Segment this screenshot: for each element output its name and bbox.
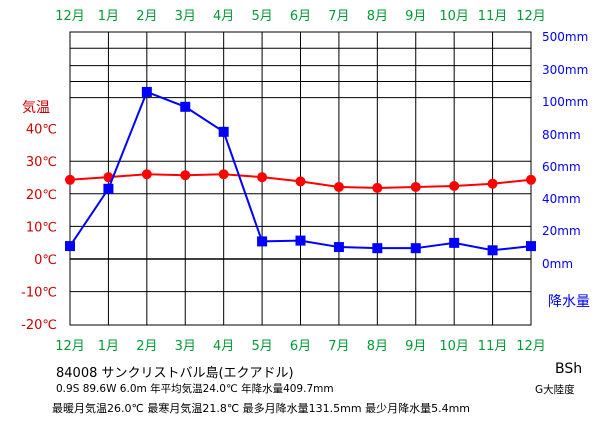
month-label: 8月	[367, 9, 388, 24]
koppen-code: BSh	[555, 361, 583, 377]
precipitation-tick-label: 500mm	[542, 30, 588, 44]
precipitation-tick-label: 20mm	[542, 224, 581, 238]
temperature-point	[372, 182, 383, 193]
month-label: 11月	[478, 339, 508, 354]
month-label: 12月	[516, 339, 546, 354]
temperature-point	[218, 169, 229, 180]
temperature-point	[180, 170, 191, 181]
station-name: 84008 サンクリストバル島(エクアドル)	[56, 366, 294, 381]
month-label: 4月	[213, 339, 234, 354]
month-label: 11月	[478, 9, 508, 24]
temperature-axis-ticks: 40℃ 30℃ 20℃ 10℃ 0℃ -10℃ -20℃	[21, 123, 57, 334]
month-label: 6月	[290, 9, 311, 24]
month-label: 12月	[55, 9, 85, 24]
temperature-point	[449, 180, 460, 191]
precipitation-axis-label: 降水量	[548, 294, 590, 310]
temperature-point	[487, 178, 498, 189]
month-label: 1月	[98, 9, 119, 24]
precipitation-point	[141, 86, 152, 97]
precipitation-tick-label: 80mm	[542, 128, 581, 142]
temperature-point	[410, 181, 421, 192]
temperature-tick-label: 10℃	[26, 220, 57, 235]
month-label: 4月	[213, 9, 234, 24]
month-label: 12月	[55, 339, 85, 354]
precipitation-point	[372, 243, 383, 254]
temperature-point	[526, 174, 536, 185]
precipitation-point	[449, 237, 460, 248]
temperature-tick-label: -20℃	[21, 318, 57, 333]
temperature-tick-label: -10℃	[21, 286, 57, 301]
precipitation-tick-label: 100mm	[542, 95, 588, 109]
month-label: 2月	[136, 9, 157, 24]
temperature-point	[295, 176, 306, 187]
month-label: 3月	[175, 339, 196, 354]
temperature-point	[65, 174, 75, 185]
station-stats-line1: 0.9S 89.6W 6.0m 年平均気温24.0℃ 年降水量409.7mm	[56, 383, 334, 395]
precipitation-tick-label: 300mm	[542, 63, 588, 77]
month-label: 3月	[175, 9, 196, 24]
month-label: 5月	[251, 339, 272, 354]
temperature-tick-label: 0℃	[34, 253, 57, 268]
temperature-point	[141, 169, 152, 180]
precipitation-point	[526, 241, 536, 252]
month-label: 10月	[439, 339, 469, 354]
temperature-point	[257, 172, 268, 183]
month-label: 2月	[136, 339, 157, 354]
temperature-axis-label: 気温	[22, 100, 50, 116]
climate-chart: 12月 1月 2月 3月 4月 5月 6月 7月 8月 9月 10月 11月 12月 12月 1月 2月 3月…	[21, 9, 590, 354]
month-label: 10月	[439, 9, 469, 24]
temperature-point	[103, 172, 114, 183]
precipitation-tick-label: 0mm	[542, 257, 573, 271]
precipitation-axis-ticks: 500mm 300mm 100mm 80mm 60mm 40mm 20mm 0mm	[542, 30, 588, 271]
top-month-labels: 12月 1月 2月 3月 4月 5月 6月 7月 8月 9月 10月 11月 12月	[55, 9, 546, 24]
month-label: 5月	[251, 9, 272, 24]
precipitation-point	[103, 183, 114, 194]
bottom-month-labels: 12月 1月 2月 3月 4月 5月 6月 7月 8月 9月 10月 11月 12月	[55, 339, 546, 354]
station-stats-line2: 最暖月気温26.0℃ 最寒月気温21.8℃ 最多月降水量131.5mm 最少月降…	[52, 402, 471, 415]
precipitation-tick-label: 40mm	[542, 192, 581, 206]
series-layer	[65, 86, 536, 256]
month-label: 1月	[98, 339, 119, 354]
precipitation-point	[218, 126, 229, 137]
continentality-label: G大陸度	[535, 384, 575, 396]
precipitation-point	[257, 236, 268, 247]
precipitation-point	[487, 245, 498, 256]
temperature-point	[333, 181, 344, 192]
month-label: 9月	[405, 9, 426, 24]
precipitation-point	[295, 235, 306, 246]
temperature-tick-label: 40℃	[26, 123, 57, 138]
precipitation-point	[410, 243, 421, 254]
month-label: 9月	[405, 339, 426, 354]
precipitation-tick-label: 60mm	[542, 160, 581, 174]
month-label: 12月	[516, 9, 546, 24]
precipitation-point	[180, 101, 191, 112]
month-label: 7月	[328, 339, 349, 354]
temperature-tick-label: 20℃	[26, 188, 57, 203]
precipitation-point	[333, 242, 344, 253]
temperature-tick-label: 30℃	[26, 155, 57, 170]
month-label: 8月	[367, 339, 388, 354]
month-label: 6月	[290, 339, 311, 354]
month-label: 7月	[328, 9, 349, 24]
precipitation-point	[65, 241, 75, 252]
